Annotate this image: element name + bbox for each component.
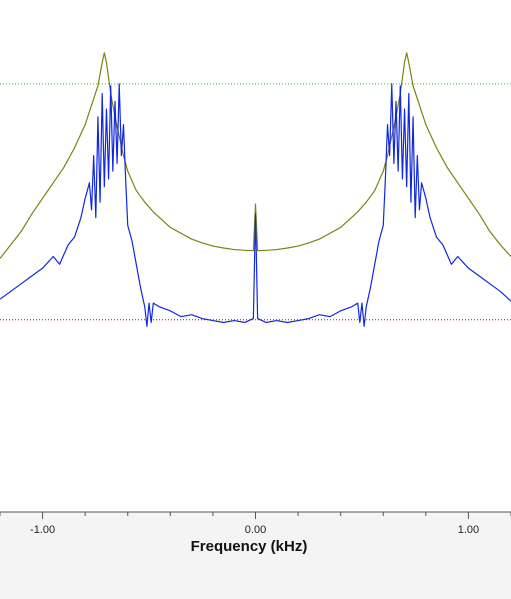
x-axis-label: Frequency (kHz) xyxy=(191,538,308,555)
reference-lines xyxy=(0,83,511,321)
x-tick-label-2: 1.00 xyxy=(458,524,479,536)
x-axis-ticks: -1.00 0.00 1.00 xyxy=(0,512,511,536)
plot-area xyxy=(0,0,511,512)
x-tick-label-1: 0.00 xyxy=(245,524,266,536)
x-tick-label-0: -1.00 xyxy=(30,524,55,536)
series-line-1 xyxy=(0,83,511,327)
series-layer xyxy=(0,52,511,327)
series-line-0 xyxy=(0,52,511,259)
